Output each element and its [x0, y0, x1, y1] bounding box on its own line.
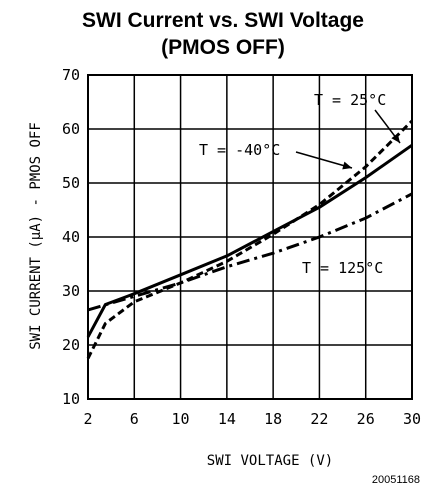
- y-axis-ticks: 10 20 30 40 50 60 70: [62, 66, 80, 408]
- figure-id: 20051168: [372, 474, 420, 486]
- y-tick-label: 10: [62, 390, 80, 408]
- x-tick-label: 2: [83, 410, 92, 428]
- x-tick-label: 18: [264, 410, 282, 428]
- y-tick-label: 70: [62, 66, 80, 84]
- y-tick-label: 40: [62, 228, 80, 246]
- y-tick-label: 20: [62, 336, 80, 354]
- grid: [87, 74, 413, 400]
- series-line-2: [87, 192, 413, 312]
- x-tick-label: 10: [172, 410, 190, 428]
- x-tick-label: 30: [403, 410, 421, 428]
- annotation-arrowhead: [391, 133, 400, 143]
- annotation-125c: T = 125°C: [302, 259, 383, 277]
- y-tick-label: 50: [62, 174, 80, 192]
- annotation-arrowhead: [342, 161, 352, 170]
- annotation-arrow: [295, 151, 353, 169]
- annotations: T = 25°C T = -40°C T = 125°C: [199, 91, 401, 277]
- series-group: [86, 119, 414, 360]
- x-axis-label: SWI VOLTAGE (V): [207, 453, 333, 469]
- y-tick-label: 30: [62, 282, 80, 300]
- x-tick-label: 14: [218, 410, 236, 428]
- y-tick-label: 60: [62, 120, 80, 138]
- chart-subtitle: (PMOS OFF): [161, 36, 285, 59]
- y-axis-label: SWI CURRENT (μA) - PMOS OFF: [28, 122, 44, 350]
- annotation-minus40c: T = -40°C: [199, 141, 280, 159]
- x-tick-label: 6: [130, 410, 139, 428]
- series-line-0: [86, 143, 413, 338]
- plot-frame: [87, 74, 413, 400]
- chart-title: SWI Current vs. SWI Voltage: [82, 9, 364, 32]
- series-line-1: [86, 119, 414, 360]
- x-axis-ticks: 2 6 10 14 18 22 26 30: [83, 410, 421, 428]
- x-tick-label: 22: [310, 410, 328, 428]
- annotation-25c: T = 25°C: [314, 91, 386, 109]
- x-tick-label: 26: [357, 410, 375, 428]
